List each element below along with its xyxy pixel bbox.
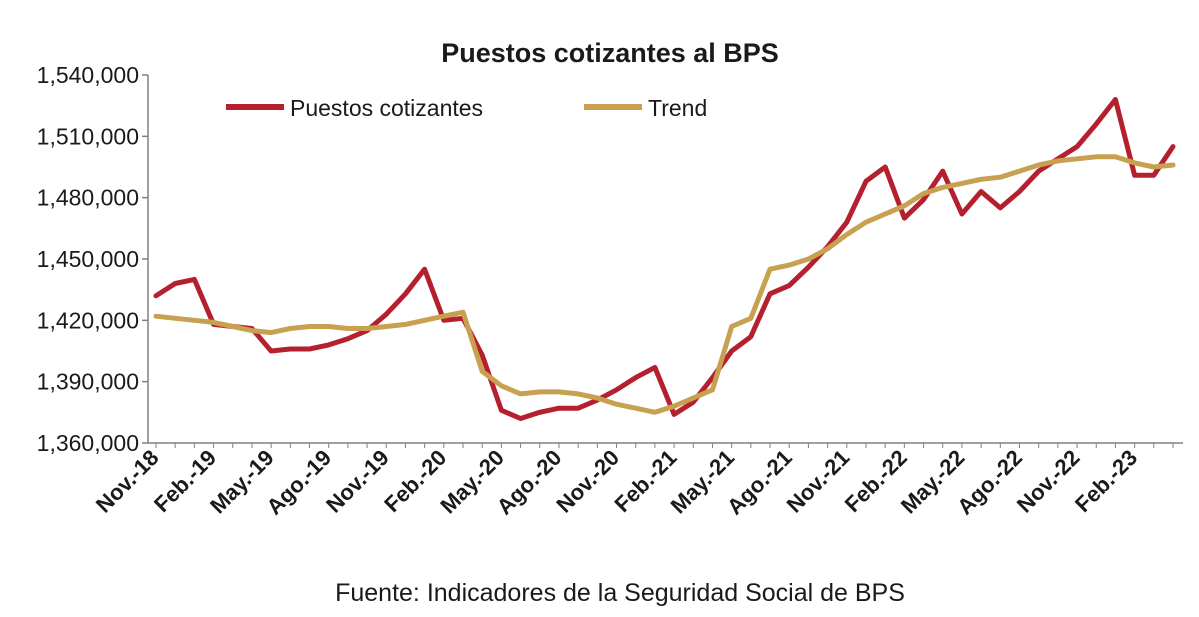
legend-label-trend: Trend [648,95,707,121]
x-tick-label: Nov.-20 [551,445,624,518]
legend-label-puestos: Puestos cotizantes [290,95,483,121]
y-tick-label: 1,420,000 [37,307,139,333]
y-tick-label: 1,390,000 [37,369,139,395]
x-tick-label: Ago.-20 [492,445,567,520]
chart-title: Puestos cotizantes al BPS [441,38,779,68]
x-tick-label: Nov.-22 [1012,445,1085,518]
x-tick-label: Feb.-23 [1070,445,1142,517]
x-tick-label: Ago.-19 [262,445,337,520]
series-line-puestos-cotizantes [153,97,1176,421]
x-tick-label: Nov.-19 [321,445,394,518]
x-tick-label: Nov.-21 [782,445,855,518]
x-tick-label: Ago.-21 [722,445,797,520]
y-tick-label: 1,510,000 [37,123,139,149]
y-tick-label: 1,540,000 [37,62,139,88]
series-layer [153,97,1176,421]
series-line-trend [153,154,1176,415]
y-tick-labels: 1,360,000 1,390,000 1,420,000 1,450,000 1,48… [37,62,148,456]
source-note: Fuente: Indicadores de la Seguridad Soci… [335,579,905,607]
x-tick-label: Ago.-22 [952,445,1027,520]
y-tick-label: 1,480,000 [37,185,139,211]
y-tick-label: 1,450,000 [37,246,139,272]
y-tick-label: 1,360,000 [37,430,139,456]
legend: Puestos cotizantes Trend [226,95,707,121]
x-tick-labels: Nov.-18Feb.-19May.-19Ago.-19Nov.-19Feb.-… [91,443,1174,520]
